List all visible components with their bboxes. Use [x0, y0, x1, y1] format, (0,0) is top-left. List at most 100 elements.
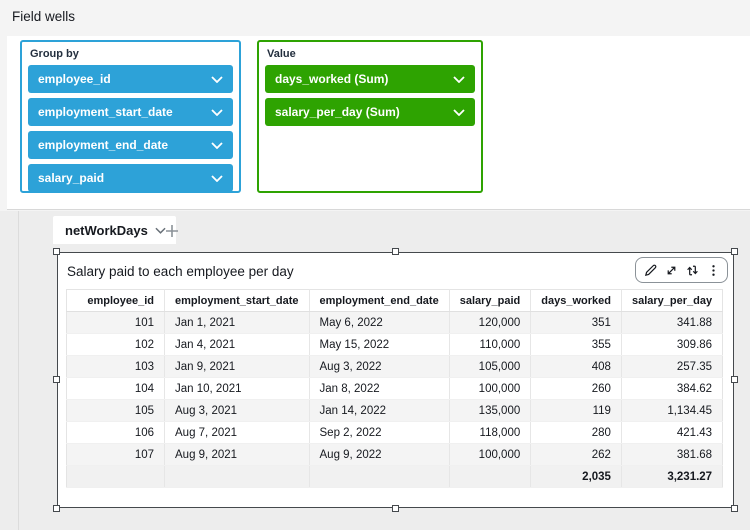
cell: 105,000	[448, 355, 531, 378]
value-well: Value days_worked (Sum) salary_per_day (…	[257, 40, 483, 193]
column-header: employment_end_date	[308, 289, 450, 312]
resize-handle-middle-right[interactable]	[731, 376, 738, 383]
cell: Jan 4, 2021	[164, 333, 309, 356]
resize-handle-top-left[interactable]	[53, 248, 60, 255]
field-pill-employment-end-date[interactable]: employment_end_date	[28, 131, 233, 159]
cell: May 6, 2022	[308, 311, 450, 334]
field-pill-label: days_worked (Sum)	[275, 72, 389, 86]
field-pill-label: employment_end_date	[38, 138, 169, 152]
group-by-label: Group by	[30, 48, 79, 60]
field-wells-title: Field wells	[12, 9, 76, 24]
cell: 309.86	[620, 333, 723, 356]
cell: 107	[66, 443, 165, 466]
table-row: 101 Jan 1, 2021 May 6, 2022 120,000 351 …	[66, 311, 723, 334]
resize-handle-middle-left[interactable]	[53, 376, 60, 383]
pencil-icon	[644, 264, 656, 276]
table-row: 103 Jan 9, 2021 Aug 3, 2022 105,000 408 …	[66, 355, 723, 378]
cell: 104	[66, 377, 165, 400]
add-sheet-button[interactable]	[163, 222, 181, 240]
column-header: salary_paid	[448, 289, 531, 312]
cell: 119	[530, 399, 622, 422]
sheet-tab-label: netWorkDays	[65, 222, 148, 238]
cell: 118,000	[448, 421, 531, 444]
field-pill-label: salary_paid	[38, 171, 105, 185]
field-pill-employee-id[interactable]: employee_id	[28, 65, 233, 93]
field-pill-employment-start-date[interactable]: employment_start_date	[28, 98, 233, 126]
cell: Aug 7, 2021	[164, 421, 309, 444]
cell: 106	[66, 421, 165, 444]
resize-handle-bottom-middle[interactable]	[391, 505, 399, 512]
resize-handle-top-right[interactable]	[731, 248, 738, 255]
visual-title: Salary paid to each employee per day	[67, 264, 294, 279]
cell: 257.35	[620, 355, 723, 378]
cell: 421.43	[620, 421, 723, 444]
cell: Aug 9, 2021	[164, 443, 309, 466]
table-totals-row: 2,035 3,231.27	[66, 465, 723, 488]
cell: May 15, 2022	[308, 333, 450, 356]
chevron-down-icon	[211, 141, 223, 149]
group-by-well: Group by employee_id employment_start_da…	[20, 40, 241, 193]
totals-cell	[66, 465, 165, 488]
cell: 260	[530, 377, 622, 400]
totals-cell	[164, 465, 309, 488]
cell: 100,000	[448, 443, 531, 466]
table-row: 106 Aug 7, 2021 Sep 2, 2022 118,000 280 …	[66, 421, 723, 444]
field-pill-days-worked-sum[interactable]: days_worked (Sum)	[265, 65, 475, 93]
column-header: employee_id	[66, 289, 165, 312]
totals-cell: 3,231.27	[620, 465, 723, 488]
panel-divider	[18, 211, 19, 530]
cell: 103	[66, 355, 165, 378]
chevron-down-icon[interactable]	[155, 227, 166, 234]
cell: Jan 8, 2022	[308, 377, 450, 400]
cell: 101	[66, 311, 165, 334]
totals-cell	[448, 465, 531, 488]
cell: 355	[530, 333, 622, 356]
cell: 384.62	[620, 377, 723, 400]
plus-icon	[166, 225, 178, 237]
table-row: 105 Aug 3, 2021 Jan 14, 2022 135,000 119…	[66, 399, 723, 422]
column-header: salary_per_day	[620, 289, 723, 312]
column-header: days_worked	[530, 289, 622, 312]
cell: Jan 1, 2021	[164, 311, 309, 334]
table-visual[interactable]: Salary paid to each employee per day	[53, 248, 738, 512]
edit-visual-button[interactable]	[641, 261, 659, 279]
swap-visual-button[interactable]	[683, 261, 701, 279]
sheet-workspace: netWorkDays Salary paid to each employee…	[0, 211, 750, 530]
resize-handle-bottom-left[interactable]	[53, 505, 60, 512]
cell: 100,000	[448, 377, 531, 400]
kebab-menu-icon	[711, 264, 715, 276]
cell: 110,000	[448, 333, 531, 356]
resize-handle-top-middle[interactable]	[391, 248, 399, 255]
cell: 341.88	[620, 311, 723, 334]
totals-cell	[308, 465, 450, 488]
cell: 262	[530, 443, 622, 466]
column-header: employment_start_date	[164, 289, 309, 312]
cell: Aug 9, 2022	[308, 443, 450, 466]
pivot-table: employee_id employment_start_date employ…	[66, 289, 724, 488]
maximize-visual-button[interactable]	[662, 261, 680, 279]
sheet-tab-networkdays[interactable]: netWorkDays	[53, 216, 176, 244]
cell: Sep 2, 2022	[308, 421, 450, 444]
cell: 1,134.45	[620, 399, 723, 422]
cell: 351	[530, 311, 622, 334]
on-visual-menu	[635, 257, 728, 283]
table-row: 102 Jan 4, 2021 May 15, 2022 110,000 355…	[66, 333, 723, 356]
field-pill-label: salary_per_day (Sum)	[275, 105, 400, 119]
cell: Jan 10, 2021	[164, 377, 309, 400]
expand-arrows-icon	[667, 266, 675, 274]
field-pill-salary-per-day-sum[interactable]: salary_per_day (Sum)	[265, 98, 475, 126]
chevron-down-icon	[211, 108, 223, 116]
chevron-down-icon	[211, 75, 223, 83]
cell: 135,000	[448, 399, 531, 422]
swap-arrows-icon	[686, 265, 698, 275]
table-row: 107 Aug 9, 2021 Aug 9, 2022 100,000 262 …	[66, 443, 723, 466]
visual-menu-button[interactable]	[704, 261, 722, 279]
cell: Aug 3, 2022	[308, 355, 450, 378]
chevron-down-icon	[211, 174, 223, 182]
cell: Jan 9, 2021	[164, 355, 309, 378]
field-pill-salary-paid[interactable]: salary_paid	[28, 164, 233, 192]
cell: 105	[66, 399, 165, 422]
resize-handle-bottom-right[interactable]	[731, 505, 738, 512]
cell: 280	[530, 421, 622, 444]
